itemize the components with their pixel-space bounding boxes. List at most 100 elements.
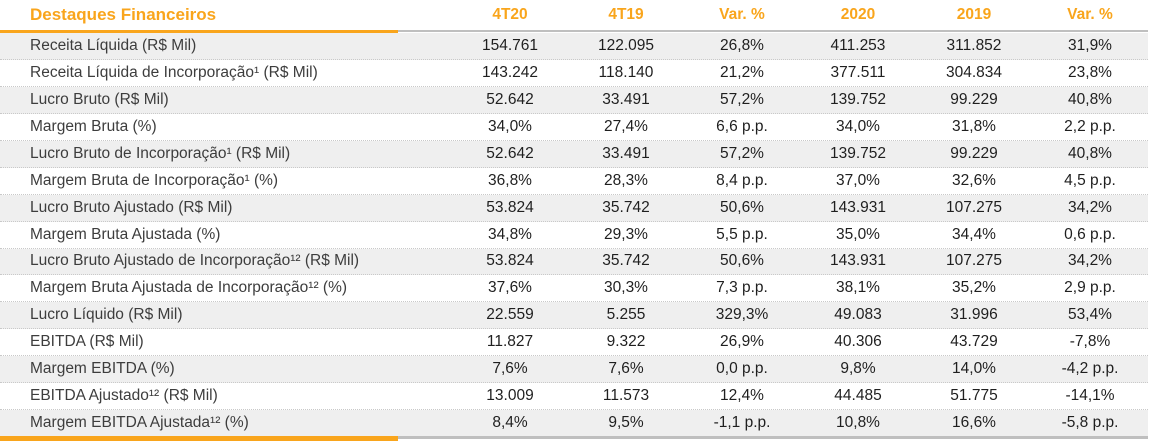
cell-value: 6,6 p.p.: [716, 117, 768, 135]
table-footer-bar: [0, 436, 1148, 441]
cell-value: 32,6%: [952, 171, 996, 189]
row-label: Margem Bruta (%): [30, 117, 157, 135]
row-label: Lucro Líquido (R$ Mil): [30, 306, 183, 324]
table-header-row: Destaques Financeiros 4T20 4T19 Var. % 2…: [0, 0, 1148, 30]
cell-value: 31.996: [950, 306, 998, 324]
row-label: Margem Bruta Ajustada (%): [30, 225, 221, 243]
cell-value: 40,8%: [1068, 90, 1112, 108]
cell-value: 139.752: [829, 144, 887, 162]
cell-value: 29,3%: [604, 225, 648, 243]
cell-value: -7,8%: [1069, 333, 1111, 351]
cell-value: 12,4%: [720, 387, 764, 405]
cell-value: 2,2 p.p.: [1064, 117, 1116, 135]
column-header-2019: 2019: [956, 6, 992, 23]
cell-value: 304.834: [945, 63, 1003, 81]
header-divider-orange: [0, 30, 398, 33]
cell-value: 99.229: [950, 144, 998, 162]
table-row: Margem EBITDA (%) 7,6% 7,6% 0,0 p.p. 9,8% 14,…: [0, 356, 1148, 384]
cell-value: 107.275: [945, 198, 1003, 216]
header-divider-gray: [398, 30, 1148, 32]
cell-value: 36,8%: [488, 171, 532, 189]
cell-value: 50,6%: [720, 198, 764, 216]
cell-value: 9,5%: [608, 414, 644, 432]
cell-value: 7,6%: [492, 360, 528, 378]
cell-value: 122.095: [597, 36, 655, 54]
cell-value: 37,6%: [488, 279, 532, 297]
table-row: Lucro Bruto Ajustado (R$ Mil) 53.824 35.74…: [0, 194, 1148, 222]
cell-value: 143.242: [481, 63, 539, 81]
cell-value: 57,2%: [720, 90, 764, 108]
cell-value: 50,6%: [720, 252, 764, 270]
cell-value: 11.573: [602, 387, 650, 405]
cell-value: 53,4%: [1068, 306, 1112, 324]
cell-value: 51.775: [950, 387, 998, 405]
cell-value: 4,5 p.p.: [1064, 171, 1116, 189]
row-label: Receita Líquida de Incorporação¹ (R$ Mil…: [30, 63, 318, 81]
column-header-4t20: 4T20: [492, 6, 528, 23]
row-label: Margem Bruta Ajustada de Incorporação¹² …: [30, 279, 348, 297]
cell-value: 26,9%: [720, 333, 764, 351]
row-label: Margem EBITDA (%): [30, 360, 175, 378]
cell-value: 35.742: [602, 198, 650, 216]
cell-value: 44.485: [834, 387, 882, 405]
table-row: Margem Bruta Ajustada (%) 34,8% 29,3% 5,5 p…: [0, 221, 1148, 249]
cell-value: 311.852: [946, 36, 1002, 54]
table-title: Destaques Financeiros: [30, 5, 217, 24]
cell-value: 34,8%: [488, 225, 532, 243]
cell-value: 143.931: [829, 198, 887, 216]
cell-value: 8,4%: [492, 414, 528, 432]
cell-value: 9.322: [606, 333, 646, 351]
cell-value: 154.761: [481, 36, 539, 54]
cell-value: 37,0%: [836, 171, 880, 189]
cell-value: 8,4 p.p.: [716, 171, 768, 189]
cell-value: 52.642: [486, 90, 534, 108]
cell-value: 31,9%: [1068, 36, 1112, 54]
table-row: Margem Bruta (%) 34,0% 27,4% 6,6 p.p. 34,0% 3…: [0, 113, 1148, 141]
row-label: Lucro Bruto Ajustado (R$ Mil): [30, 198, 233, 216]
row-label: Receita Líquida (R$ Mil): [30, 36, 197, 54]
cell-value: 35,0%: [836, 225, 880, 243]
cell-value: 329,3%: [715, 306, 769, 324]
cell-value: 26,8%: [720, 36, 764, 54]
table-row: Receita Líquida de Incorporação¹ (R$ Mil…: [0, 59, 1148, 87]
table-row: EBITDA (R$ Mil) 11.827 9.322 26,9% 40.306 43.…: [0, 329, 1148, 357]
cell-value: 13.009: [486, 387, 534, 405]
footer-bar-gray: [398, 436, 1148, 439]
cell-value: 57,2%: [720, 144, 764, 162]
table-row: Lucro Líquido (R$ Mil) 22.559 5.255 329,3% 4…: [0, 302, 1148, 330]
row-label: Margem Bruta de Incorporação¹ (%): [30, 171, 279, 189]
cell-value: 49.083: [834, 306, 882, 324]
cell-value: 118.140: [598, 63, 654, 81]
cell-value: 53.824: [486, 198, 534, 216]
cell-value: 52.642: [486, 144, 534, 162]
footer-bar-orange: [0, 436, 398, 441]
cell-value: -5,8 p.p.: [1061, 414, 1119, 432]
cell-value: 28,3%: [604, 171, 648, 189]
cell-value: 2,9 p.p.: [1064, 279, 1116, 297]
cell-value: 40,8%: [1068, 144, 1112, 162]
cell-value: 23,8%: [1068, 63, 1112, 81]
cell-value: 11.827: [486, 333, 534, 351]
cell-value: 5,5 p.p.: [716, 225, 768, 243]
row-label: Lucro Bruto Ajustado de Incorporação¹² (…: [30, 252, 360, 270]
table-row: Lucro Bruto de Incorporação¹ (R$ Mil) 52.…: [0, 140, 1148, 168]
cell-value: -1,1 p.p.: [713, 414, 771, 432]
cell-value: 27,4%: [604, 117, 648, 135]
table-row: EBITDA Ajustado¹² (R$ Mil) 13.009 11.573 12…: [0, 383, 1148, 411]
cell-value: 38,1%: [836, 279, 880, 297]
column-header-4t19: 4T19: [608, 6, 644, 23]
row-label: EBITDA (R$ Mil): [30, 333, 144, 351]
cell-value: 9,8%: [840, 360, 876, 378]
header-divider: [0, 30, 1148, 33]
cell-value: 377.511: [830, 63, 886, 81]
cell-value: 411.253: [830, 36, 886, 54]
cell-value: 22.559: [486, 306, 534, 324]
table-row: Margem Bruta Ajustada de Incorporação¹² …: [0, 275, 1148, 303]
cell-value: 34,0%: [836, 117, 880, 135]
cell-value: 35,2%: [952, 279, 996, 297]
cell-value: 40.306: [834, 333, 882, 351]
cell-value: 43.729: [950, 333, 998, 351]
cell-value: 30,3%: [604, 279, 648, 297]
table-row: Receita Líquida (R$ Mil) 154.761 122.095 26…: [0, 33, 1148, 60]
cell-value: -14,1%: [1065, 387, 1115, 405]
